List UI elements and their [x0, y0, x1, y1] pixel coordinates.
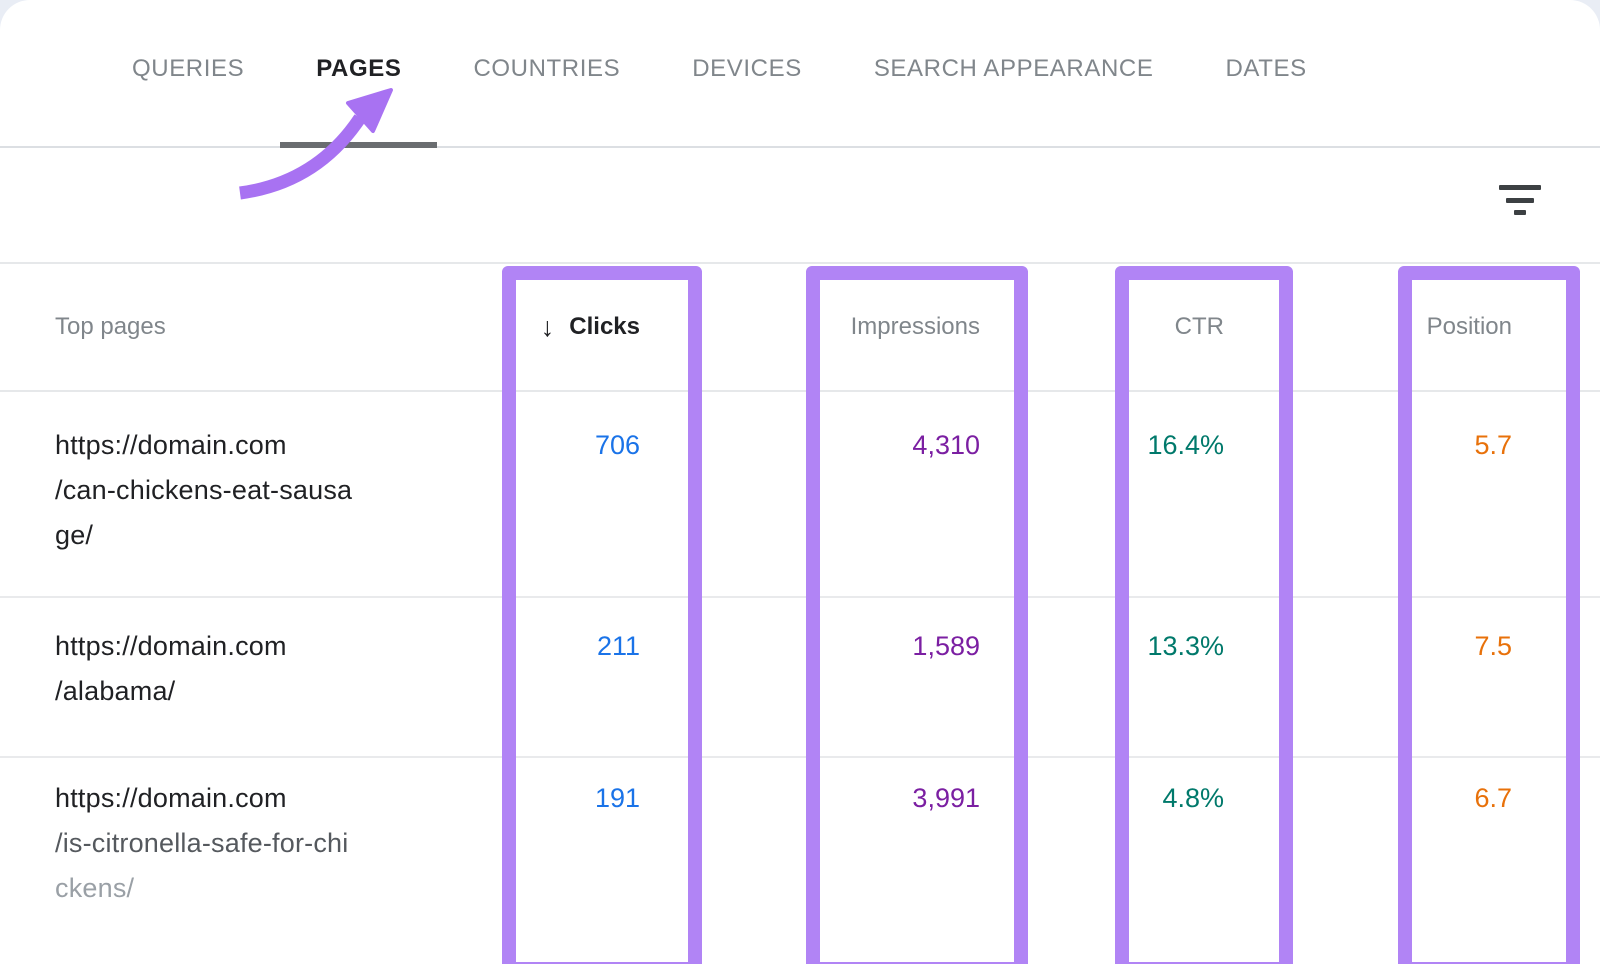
tab-pages[interactable]: PAGES	[280, 0, 438, 148]
position-value: 7.5	[1474, 631, 1512, 661]
sort-descending-icon: ↓	[540, 311, 555, 342]
page-url: https://domain.com /alabama/	[55, 624, 287, 714]
page-url-line: https://domain.com	[55, 631, 287, 661]
page-url-line: /alabama/	[55, 676, 176, 706]
ctr-value: 13.3%	[1147, 631, 1224, 661]
table-body: https://domain.com /can-chickens-eat-sau…	[0, 392, 1600, 964]
column-header-top-pages: Top pages	[55, 313, 166, 340]
table-row[interactable]: https://domain.com /alabama/ 211 1,589 1…	[0, 598, 1600, 758]
tab-countries[interactable]: COUNTRIES	[473, 55, 621, 82]
page-url-line: /is-citronella-safe-for-chi	[55, 828, 349, 858]
tab-devices[interactable]: DEVICES	[692, 55, 802, 82]
ctr-value: 4.8%	[1162, 783, 1224, 813]
page-url: https://domain.com /is-citronella-safe-f…	[55, 776, 348, 911]
clicks-value: 191	[594, 783, 640, 813]
tab-queries[interactable]: QUERIES	[132, 55, 245, 82]
column-header-impressions[interactable]: Impressions	[850, 313, 980, 340]
filter-icon-bar	[1514, 210, 1526, 215]
impressions-value: 4,310	[912, 430, 980, 460]
page-url: https://domain.com /can-chickens-eat-sau…	[55, 423, 352, 558]
filter-icon[interactable]	[1498, 185, 1542, 215]
column-header-clicks-label: Clicks	[569, 313, 640, 340]
clicks-value: 706	[594, 430, 640, 460]
ctr-value: 16.4%	[1147, 430, 1224, 460]
position-value: 6.7	[1474, 783, 1512, 813]
page-url-line: https://domain.com	[55, 430, 287, 460]
page-url-line: ckens/	[55, 873, 135, 903]
tab-search-appearance[interactable]: SEARCH APPEARANCE	[873, 55, 1154, 82]
position-value: 5.7	[1474, 430, 1512, 460]
filter-icon-bar	[1499, 185, 1541, 190]
table-header-row: Top pages ↓ Clicks Impressions CTR Posit…	[0, 262, 1600, 392]
table-row[interactable]: https://domain.com /is-citronella-safe-f…	[0, 758, 1600, 964]
clicks-value: 211	[596, 631, 640, 661]
impressions-value: 3,991	[912, 783, 980, 813]
column-header-ctr[interactable]: CTR	[1174, 313, 1224, 340]
toolbar	[0, 150, 1600, 262]
impressions-value: 1,589	[912, 631, 980, 661]
table-row[interactable]: https://domain.com /can-chickens-eat-sau…	[0, 392, 1600, 598]
column-header-position[interactable]: Position	[1426, 313, 1512, 340]
filter-icon-bar	[1506, 197, 1534, 203]
tab-dates[interactable]: DATES	[1225, 55, 1307, 82]
page-url-line: https://domain.com	[55, 783, 287, 813]
tab-bar: QUERIES PAGES COUNTRIES DEVICES SEARCH A…	[0, 0, 1600, 148]
page-url-line: ge/	[55, 520, 94, 550]
page-url-line: /can-chickens-eat-sausa	[55, 475, 353, 505]
column-header-clicks[interactable]: ↓ Clicks	[541, 264, 640, 390]
